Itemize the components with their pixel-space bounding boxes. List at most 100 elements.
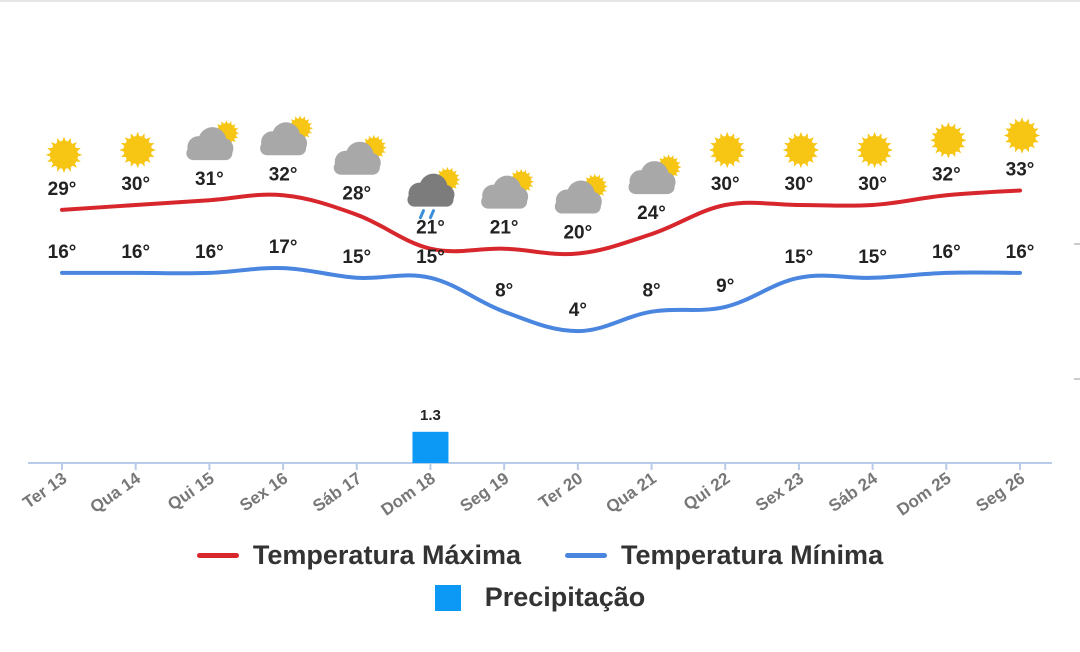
sun-ray <box>946 153 951 159</box>
max-temp-label: 21° <box>490 218 519 239</box>
legend-item-max: Temperatura Máxima <box>196 540 522 571</box>
sun-ray <box>150 147 156 153</box>
sun-ray <box>456 178 461 182</box>
sun-ray <box>1029 143 1035 149</box>
x-tick-label: Dom 25 <box>893 469 954 520</box>
cloud-base <box>186 146 233 161</box>
sun-ray <box>1019 148 1025 154</box>
sun-ray <box>526 187 531 191</box>
sun-ray <box>235 131 240 135</box>
min-temp-label: 16° <box>48 242 77 263</box>
cloud-base <box>333 160 380 175</box>
sun-ray <box>452 170 457 175</box>
sun-ray <box>714 137 720 143</box>
sun-ray <box>882 137 888 143</box>
sun-ray <box>739 147 746 153</box>
min-temp-label: 16° <box>1006 242 1035 263</box>
rain-drop <box>418 209 425 220</box>
sun-ray <box>1003 133 1010 138</box>
sun-ray <box>45 152 52 157</box>
legend-label-max: Temperatura Máxima <box>252 540 522 570</box>
max-temp-label: 30° <box>121 174 150 195</box>
partly-cloudy-icon <box>333 134 387 175</box>
max-temp-label: 29° <box>48 179 77 200</box>
sun-disc <box>50 140 78 169</box>
sun-shape <box>856 131 893 169</box>
precip-value-label: 1.3 <box>420 407 441 424</box>
sun-ray <box>1019 117 1025 123</box>
sun-ray <box>709 147 715 153</box>
min-temp-label: 15° <box>858 247 887 268</box>
cloud-base <box>628 180 675 195</box>
sun-ray <box>872 162 877 169</box>
legend-swatch-precip <box>434 584 461 611</box>
sun-ray <box>438 170 443 175</box>
sun-shape <box>119 131 156 169</box>
cloud-shape <box>333 141 381 175</box>
sun-ray <box>298 115 302 120</box>
partly-cloudy-icon <box>260 115 314 156</box>
rain-drop <box>428 209 435 220</box>
min-temp-label: 8° <box>495 281 513 302</box>
cloud-shape <box>407 173 455 207</box>
sun-icon <box>709 131 746 169</box>
sun-disc <box>934 126 963 155</box>
sun-ray <box>734 137 741 143</box>
sun-ray <box>725 162 730 169</box>
min-temp-label: 17° <box>269 237 298 258</box>
sun-icon <box>930 122 967 159</box>
sun-ray <box>309 126 314 130</box>
max-temp-label: 32° <box>932 164 961 185</box>
sun-icon <box>856 131 893 169</box>
x-tick-label: Sex 16 <box>236 469 291 515</box>
partly-cloudy-icon <box>481 168 535 209</box>
min-temp-label: 15° <box>785 247 814 268</box>
legend-swatch-max <box>196 553 239 558</box>
sun-ray <box>961 138 967 143</box>
sun-icon <box>119 131 156 169</box>
sun-ray <box>808 157 814 163</box>
sun-ray <box>600 177 604 182</box>
partly-cloudy-icon <box>554 173 608 214</box>
min-temp-line <box>60 265 1022 334</box>
sun-icon <box>45 136 83 174</box>
cloud-shape <box>186 127 234 161</box>
cloud-shape <box>628 161 676 195</box>
sun-ray <box>124 157 131 163</box>
sun-shape <box>1003 117 1041 154</box>
sun-ray <box>935 127 941 133</box>
x-tick-label: Seg 19 <box>457 469 513 516</box>
sun-ray <box>673 157 678 162</box>
sun-disc <box>860 136 889 164</box>
max-temp-label: 32° <box>269 164 298 185</box>
sun-ray <box>1009 143 1015 149</box>
top-border <box>0 0 1080 2</box>
sun-ray <box>305 133 310 138</box>
sun-disc <box>1008 121 1036 150</box>
sun-ray <box>372 134 376 139</box>
sun-ray <box>145 157 151 163</box>
cloud-shape <box>260 122 308 156</box>
sun-ray <box>305 119 310 123</box>
sun-disc <box>786 136 815 164</box>
sun-ray <box>1029 122 1035 128</box>
sun-ray <box>61 167 67 174</box>
sun-ray <box>677 165 682 169</box>
sun-shape <box>782 131 820 169</box>
max-temp-label: 31° <box>195 169 224 190</box>
rain-icon <box>407 166 461 220</box>
sun-ray <box>145 137 151 143</box>
sun-ray <box>788 137 794 143</box>
partly-cloudy-icon <box>186 120 240 161</box>
sun-ray <box>798 162 803 169</box>
sun-ray <box>224 120 228 125</box>
sun-ray <box>51 162 57 168</box>
sun-ray <box>585 177 590 182</box>
sun-ray <box>887 147 893 153</box>
sun-ray <box>714 157 720 163</box>
legend-item-min: Temperatura Mínima <box>565 540 883 571</box>
sun-shape <box>45 136 83 174</box>
sun-ray <box>452 185 457 189</box>
max-temp-label: 30° <box>711 174 740 195</box>
sun-icon <box>782 131 820 169</box>
